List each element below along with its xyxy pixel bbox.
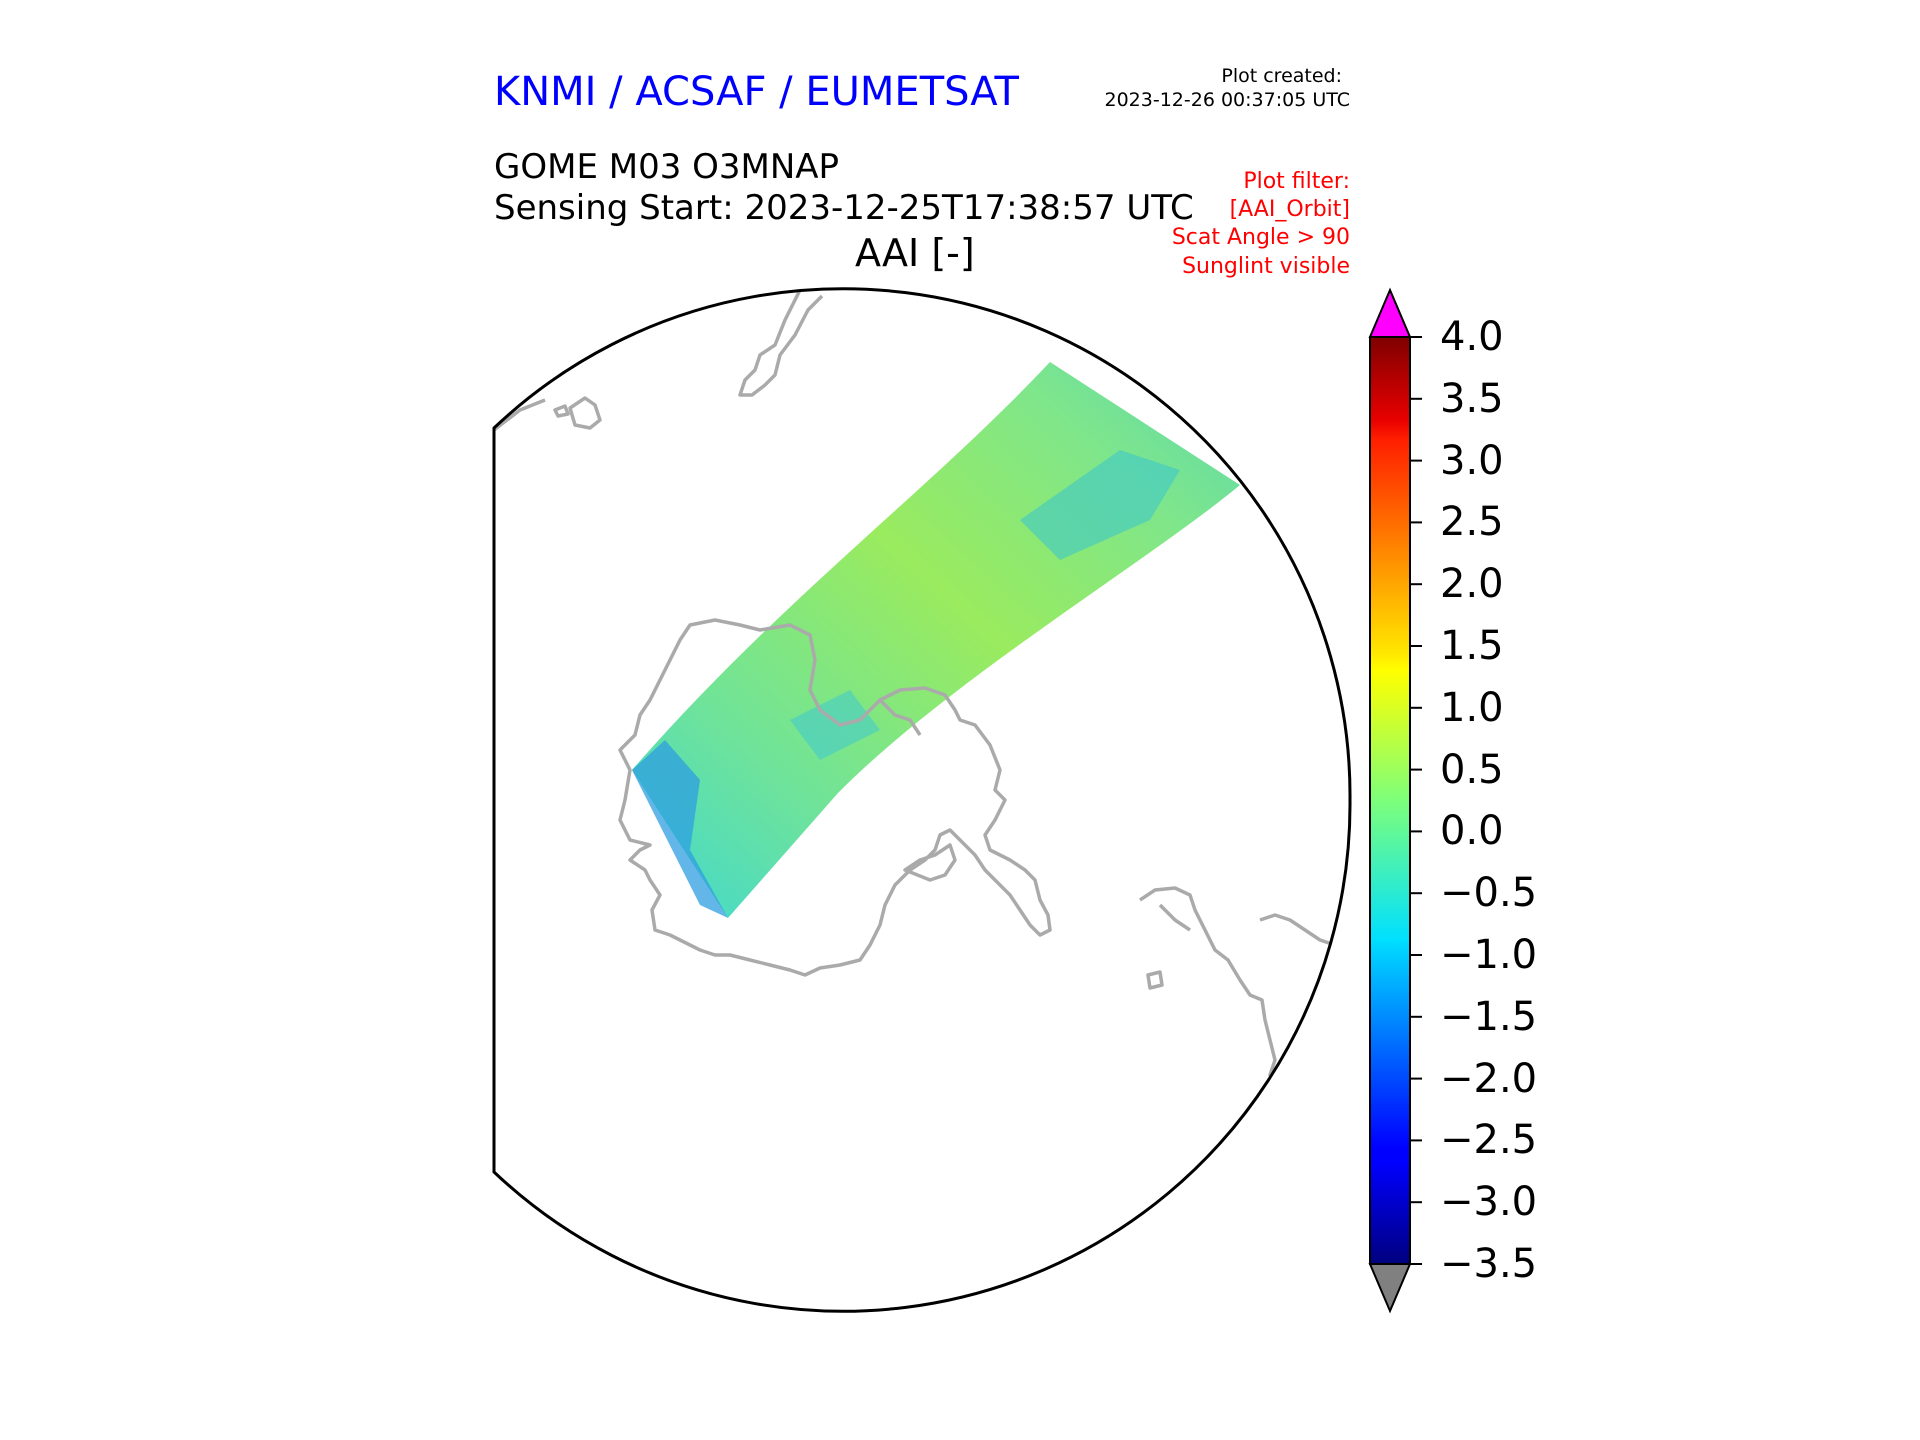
sensing-start: Sensing Start: 2023-12-25T17:38:57 UTC: [494, 188, 1194, 228]
plot-created-label: Plot created:: [1221, 65, 1342, 87]
colorbar-gradient: [1369, 336, 1411, 1265]
product-title: GOME M03 O3MNAP: [494, 147, 840, 187]
coastline-small-island: [553, 404, 570, 418]
variable-title: AAI [-]: [855, 231, 975, 275]
colorbar-tick-label: 1.5: [1440, 623, 1504, 669]
colorbar-tick-label: −1.5: [1440, 993, 1538, 1040]
colorbar-tick-label: 3.5: [1440, 375, 1504, 422]
plot-filter-orbit: [AAI_Orbit]: [1229, 197, 1350, 222]
coastline-falklands: [568, 396, 602, 430]
colorbar-tick-label: 4.0: [1440, 314, 1504, 360]
coastline-australia-east: [1259, 913, 1336, 947]
plot-filter-sunglint: Sunglint visible: [1182, 254, 1350, 279]
globe-boundary: [492, 287, 1352, 1313]
colorbar-tick-label: −1.0: [1440, 932, 1538, 978]
plot-filter-label: Plot filter:: [1243, 169, 1350, 194]
aai-swath-low-patch: [790, 690, 880, 760]
coastline-australia: [1139, 886, 1282, 1087]
colorbar-tick-label: −2.0: [1440, 1055, 1538, 1102]
aai-swath-low-patch: [632, 740, 728, 918]
colorbar-tick-label: 3.0: [1440, 437, 1504, 484]
coastline-antarctic-peninsula: [903, 843, 957, 882]
aai-swath-low-patch: [1020, 450, 1180, 560]
colorbar-tick-label: 0.0: [1440, 808, 1504, 855]
colorbar-tick-label: −2.5: [1440, 1117, 1538, 1164]
colorbar-tick-label: 2.0: [1440, 561, 1504, 608]
aai-swath: [632, 362, 1240, 918]
coastline-australia-south: [1158, 903, 1191, 932]
colorbar-under-extension: [1368, 1263, 1412, 1314]
colorbar-tick-label: 2.5: [1440, 499, 1504, 546]
coastline-antarctica: [618, 618, 1052, 977]
colorbar-tick-label: −3.5: [1440, 1241, 1538, 1287]
header-org: KNMI / ACSAF / EUMETSAT: [494, 69, 1019, 115]
colorbar-over-extension: [1368, 287, 1412, 338]
colorbar: [1368, 287, 1422, 1314]
coastline-ross-ice: [878, 698, 922, 736]
colorbar-tick-label: −3.0: [1440, 1179, 1538, 1226]
plot-filter-scat-angle: Scat Angle > 90: [1171, 225, 1350, 250]
colorbar-tick-label: −0.5: [1440, 870, 1538, 917]
colorbar-tick-label: 0.5: [1440, 746, 1504, 793]
colorbar-tick-label: 1.0: [1440, 684, 1504, 731]
coastline-tasmania: [1146, 970, 1164, 990]
coastline-south-america: [738, 289, 824, 397]
plot-created-value: 2023-12-26 00:37:05 UTC: [1104, 89, 1351, 111]
coastline-left-edge: [494, 398, 546, 432]
